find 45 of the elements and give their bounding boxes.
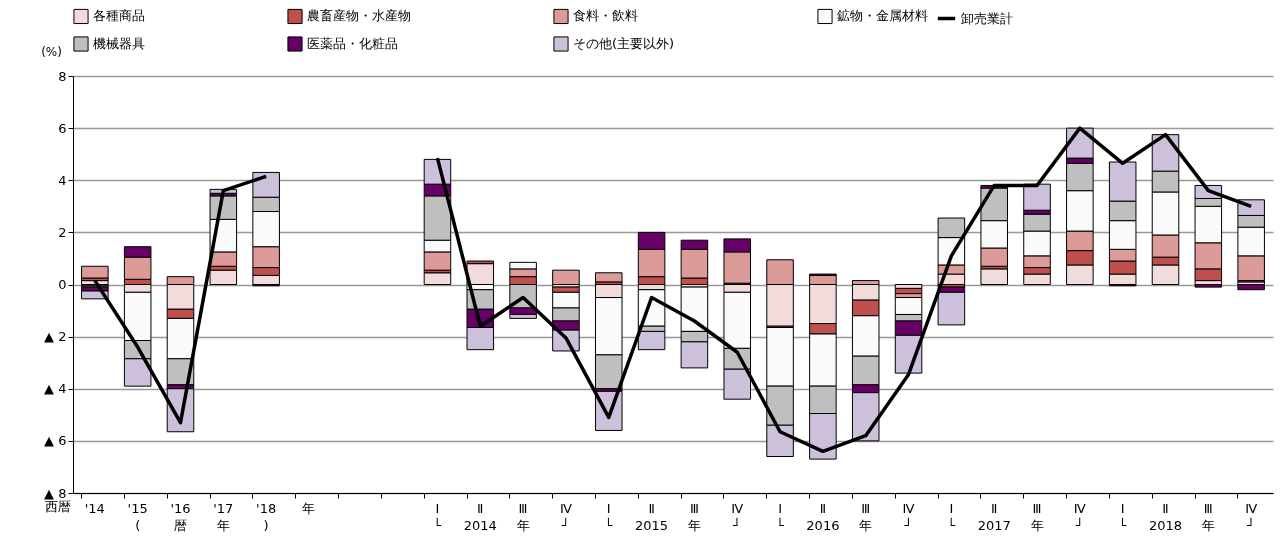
y-tick-label: 8: [58, 68, 67, 84]
y-tick-label: ▲ 2: [44, 329, 67, 345]
legend-label: 食料・飲料: [573, 8, 638, 24]
x-tick-label: Ⅲ 年: [687, 500, 701, 533]
x-tick-label: Ⅱ 2016: [806, 500, 840, 533]
legend-label: 農畜産物・水産物: [307, 8, 411, 24]
x-tick-label: Ⅱ 2015: [635, 500, 669, 533]
y-tick-label: 4: [58, 172, 67, 188]
x-tick-label: '18 ): [256, 500, 277, 533]
x-tick-label: '14: [84, 500, 105, 516]
x-tick-label: Ⅳ ┘: [1073, 500, 1086, 533]
x-tick-label: Ⅲ 年: [859, 500, 873, 533]
x-tick-label: Ⅰ └: [776, 500, 785, 533]
x-tick-label: Ⅰ └: [1118, 500, 1127, 533]
x-tick-label: Ⅳ ┘: [902, 500, 915, 533]
y-tick-label: 0: [58, 277, 67, 292]
x-tick-label: Ⅱ 2018: [1148, 500, 1183, 533]
x-tick-label: '15 (: [127, 500, 148, 533]
y-tick-label: ▲ 8: [44, 485, 67, 501]
y-tick-label: ▲ 6: [44, 433, 67, 449]
y-tick-label: 2: [58, 224, 67, 240]
y-tick-label: ▲ 4: [44, 381, 67, 397]
x-tick-label: 年: [302, 500, 316, 516]
x-tick-label: Ⅲ 年: [1201, 500, 1215, 533]
x-tick-label: Ⅲ 年: [1030, 500, 1044, 533]
x-tick-label: '17 年: [213, 500, 234, 533]
text: 西暦: [45, 499, 71, 514]
legend-label: 卸売業計: [961, 10, 1013, 26]
x-tick-label: Ⅲ 年: [516, 500, 530, 533]
legend-label: 鉱物・金属材料: [837, 8, 928, 24]
x-tick-label: Ⅱ 2014: [463, 500, 497, 533]
y-axis-title: (%): [41, 44, 62, 59]
x-tick-label: Ⅱ 2017: [977, 500, 1011, 533]
legend-label: 各種商品: [93, 8, 145, 24]
legend-label: その他(主要以外): [573, 36, 675, 51]
x-tick-label: Ⅳ ┘: [1245, 500, 1258, 533]
legend-label: 医薬品・化粧品: [307, 36, 398, 51]
x-tick-label: '16 暦: [170, 500, 191, 533]
x-tick-label: Ⅰ └: [604, 500, 613, 533]
x-tick-label: Ⅳ ┘: [731, 500, 744, 533]
legend-label: 機械器具: [93, 36, 145, 51]
x-tick-label: Ⅰ └: [433, 500, 442, 533]
x-tick-label: Ⅳ ┘: [559, 500, 572, 533]
y-tick-label: 6: [58, 120, 67, 136]
x-tick-label: Ⅰ └: [947, 500, 956, 533]
